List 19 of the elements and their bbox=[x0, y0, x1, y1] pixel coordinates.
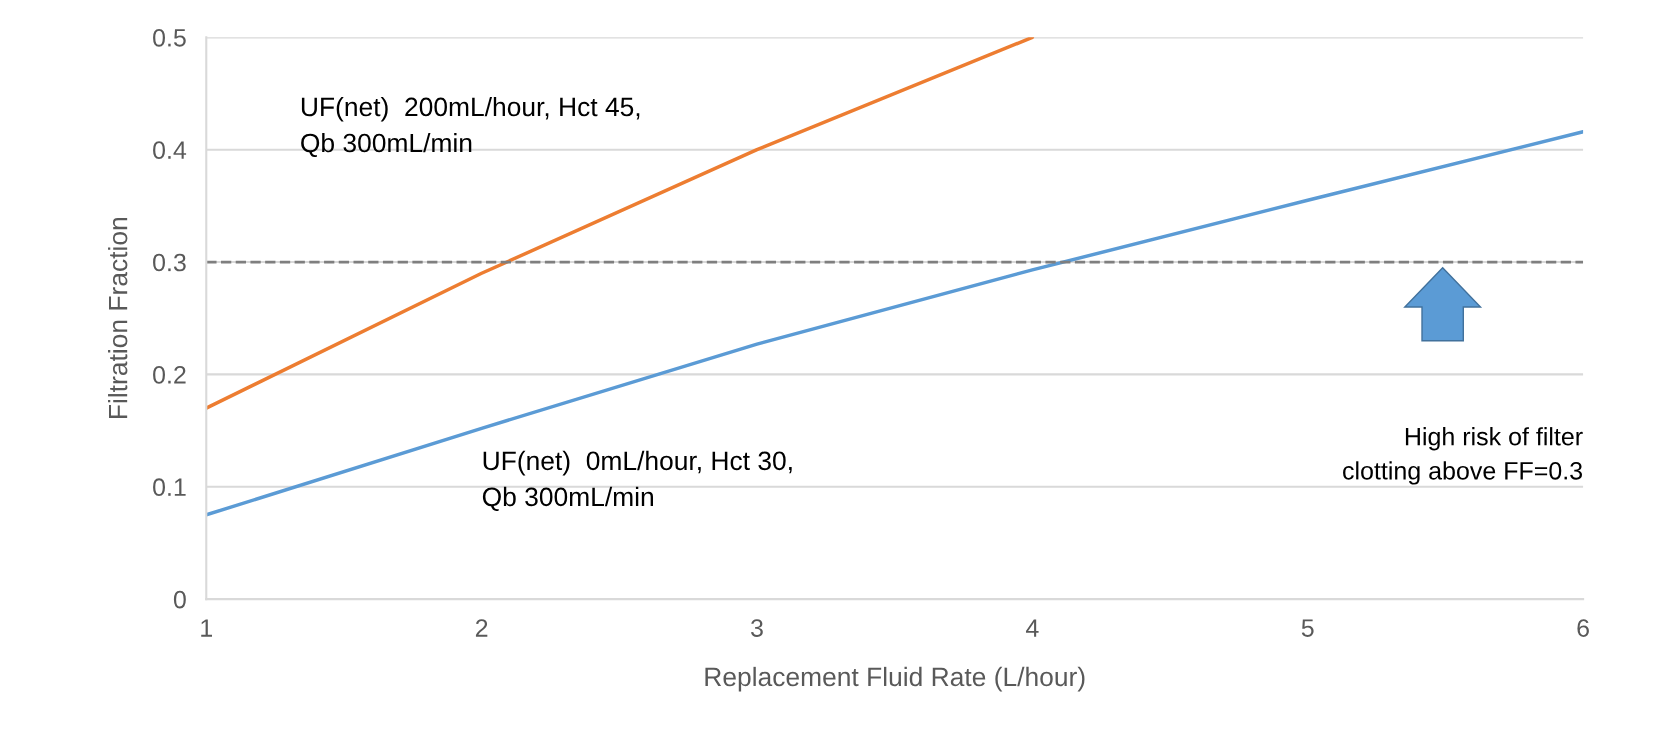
x-tick-label: 3 bbox=[751, 619, 763, 637]
y-tick-label: 0 bbox=[173, 590, 186, 609]
x-tick-label: 4 bbox=[1025, 619, 1039, 637]
line-series bbox=[206, 129, 1584, 517]
x-axis-title: Replacement Fluid Rate (L/hour) bbox=[705, 666, 1085, 692]
x-tick-label: 1 bbox=[201, 619, 212, 637]
series-label: UF(net) 200mL/hour, Hct 45, Qb 300mL/min bbox=[301, 96, 640, 158]
x-tick-label: 6 bbox=[1577, 619, 1589, 637]
y-tick-label: 0.3 bbox=[153, 253, 186, 272]
y-tick-label: 0.2 bbox=[153, 366, 186, 384]
series-label: UF(net) 0mL/hour, Hct 30, Qb 300mL/min bbox=[482, 450, 792, 511]
line-series bbox=[206, 37, 1035, 410]
y-axis-title: Filtration Fraction bbox=[108, 218, 128, 418]
x-tick-label: 5 bbox=[1301, 619, 1314, 637]
y-tick-label: 0.1 bbox=[153, 478, 186, 497]
x-tick-label: 2 bbox=[475, 619, 488, 637]
y-tick-label: 0.5 bbox=[153, 28, 186, 47]
y-tick-label: 0.4 bbox=[153, 141, 187, 159]
annotation: High risk of filter clotting above FF=0.3 bbox=[1343, 427, 1583, 485]
